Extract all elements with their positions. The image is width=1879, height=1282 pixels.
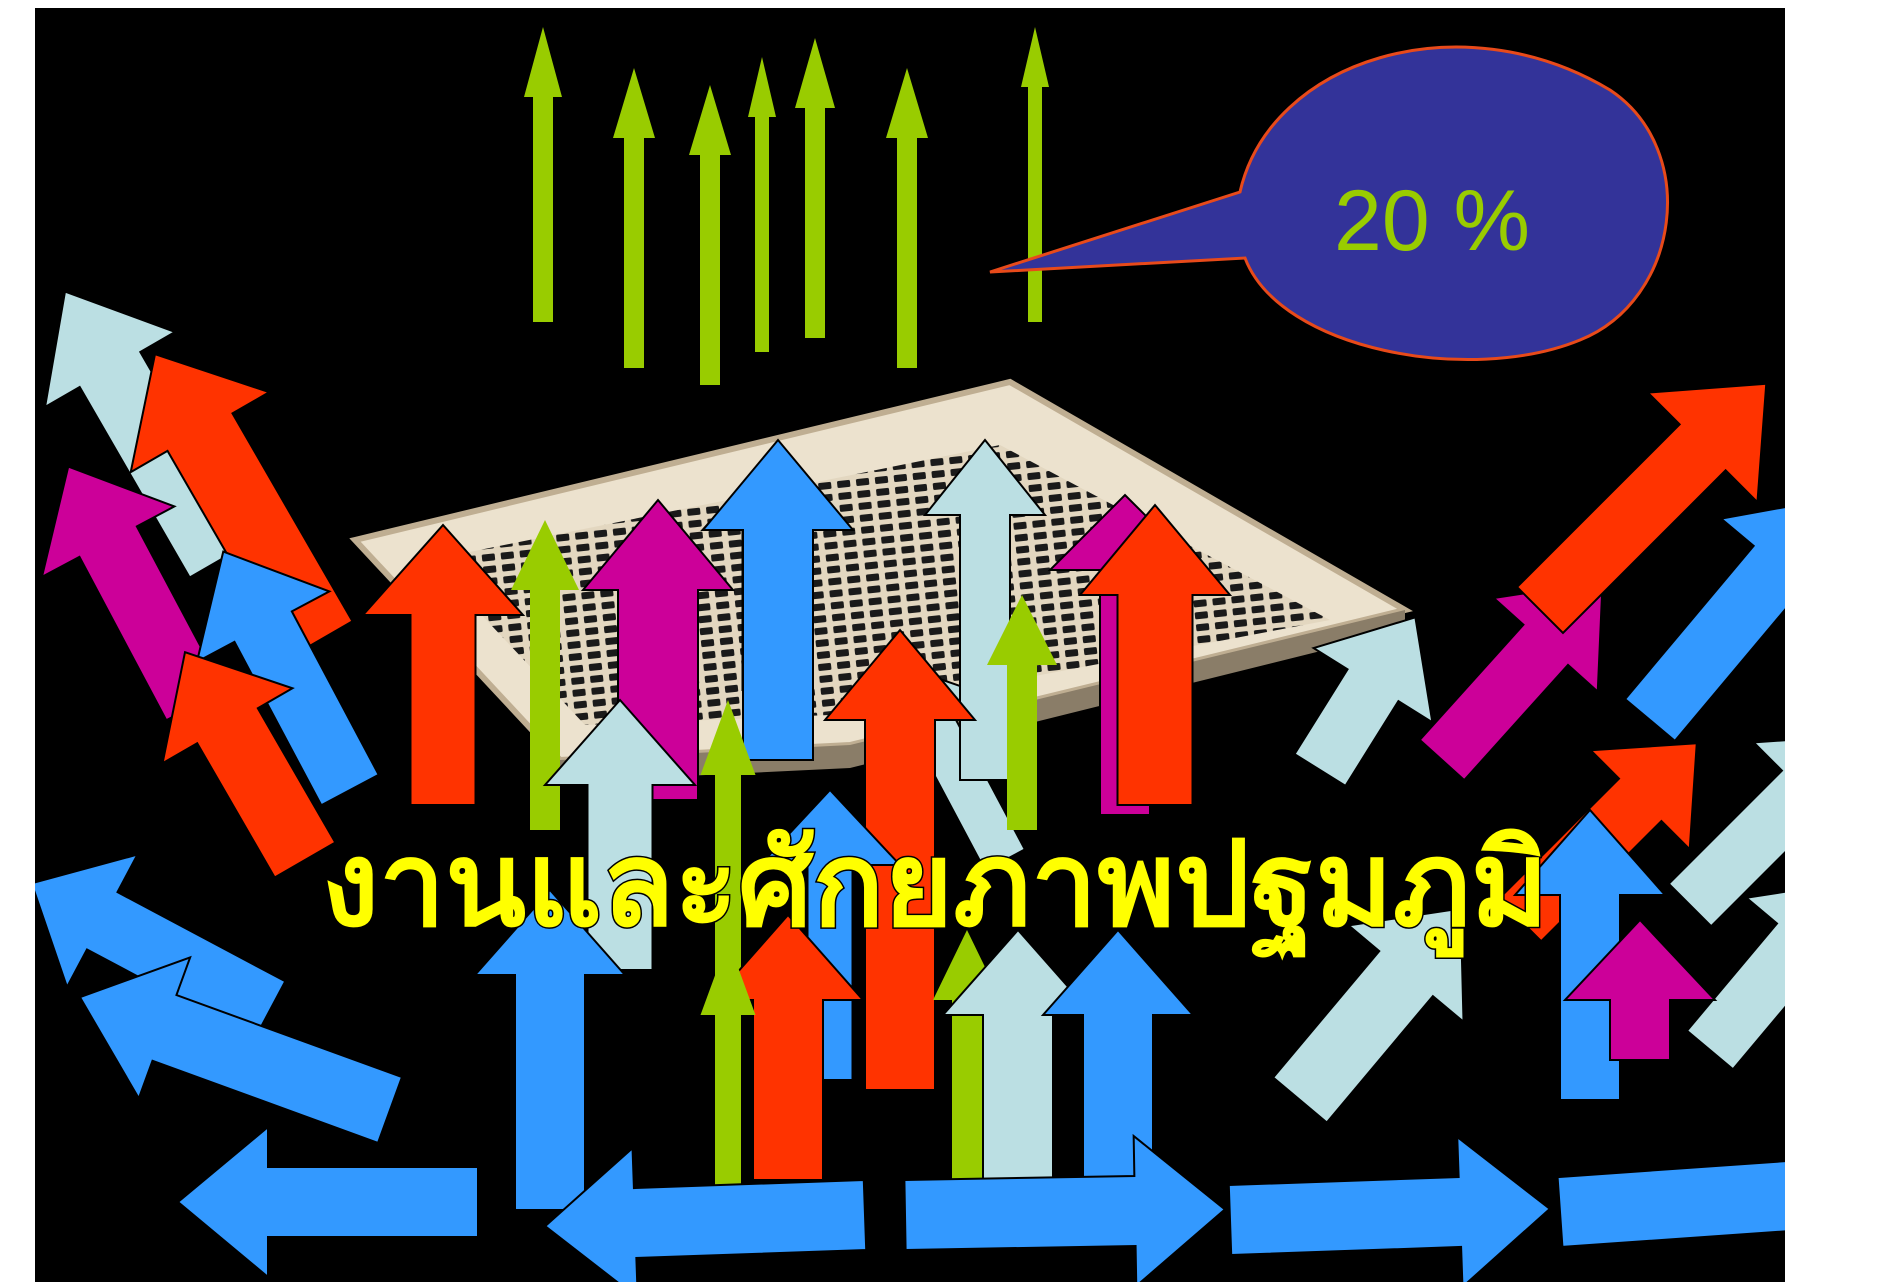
blue-arrow [176, 1124, 479, 1280]
blue-arrow [35, 853, 287, 1041]
page-title: งานและศักยภาพปฐมภูมิ [322, 815, 1549, 962]
green-arrow [700, 940, 756, 1240]
light-blue-arrow [1293, 616, 1434, 788]
blue-arrow [78, 955, 404, 1145]
light-blue-arrow [542, 698, 698, 971]
green-arrow [613, 68, 655, 368]
arrows-layer [35, 27, 1785, 1282]
green-arrow [524, 27, 562, 322]
blue-arrow [1556, 1119, 1785, 1273]
blue-arrow [903, 1133, 1227, 1282]
blue-arrow [1040, 928, 1196, 1181]
blue-arrow [1227, 1134, 1552, 1282]
light-blue-arrow [1667, 734, 1785, 928]
green-arrow [886, 68, 928, 368]
green-arrow [987, 595, 1057, 830]
green-arrow [700, 700, 756, 1000]
green-arrow [795, 38, 835, 338]
green-arrow [748, 57, 776, 352]
callout-text: 20 % [1334, 173, 1530, 269]
blue-arrow [195, 550, 381, 807]
red-arrow [1515, 382, 1768, 635]
blue-arrow [1623, 496, 1785, 743]
blue-arrow [700, 438, 856, 761]
light-blue-arrow [940, 928, 1096, 1181]
red-arrow [822, 628, 978, 1091]
green-arrow [689, 85, 731, 385]
light-blue-arrow [1271, 907, 1465, 1124]
red-arrow [161, 650, 337, 879]
magenta-arrow [1562, 918, 1718, 1061]
red-arrow [1077, 503, 1233, 806]
magenta-arrow [1418, 580, 1604, 782]
blue-arrow [1512, 808, 1668, 1101]
light-blue-arrow [1685, 880, 1785, 1071]
blue-arrow [757, 788, 903, 1081]
blue-arrow [472, 888, 628, 1211]
callout-shape [989, 45, 1669, 362]
green-arrow [511, 520, 579, 830]
green-arrow [1021, 27, 1049, 322]
blue-arrow [543, 1145, 868, 1282]
red-arrow [360, 523, 526, 806]
callout-bubble: 20 % [989, 45, 1669, 362]
